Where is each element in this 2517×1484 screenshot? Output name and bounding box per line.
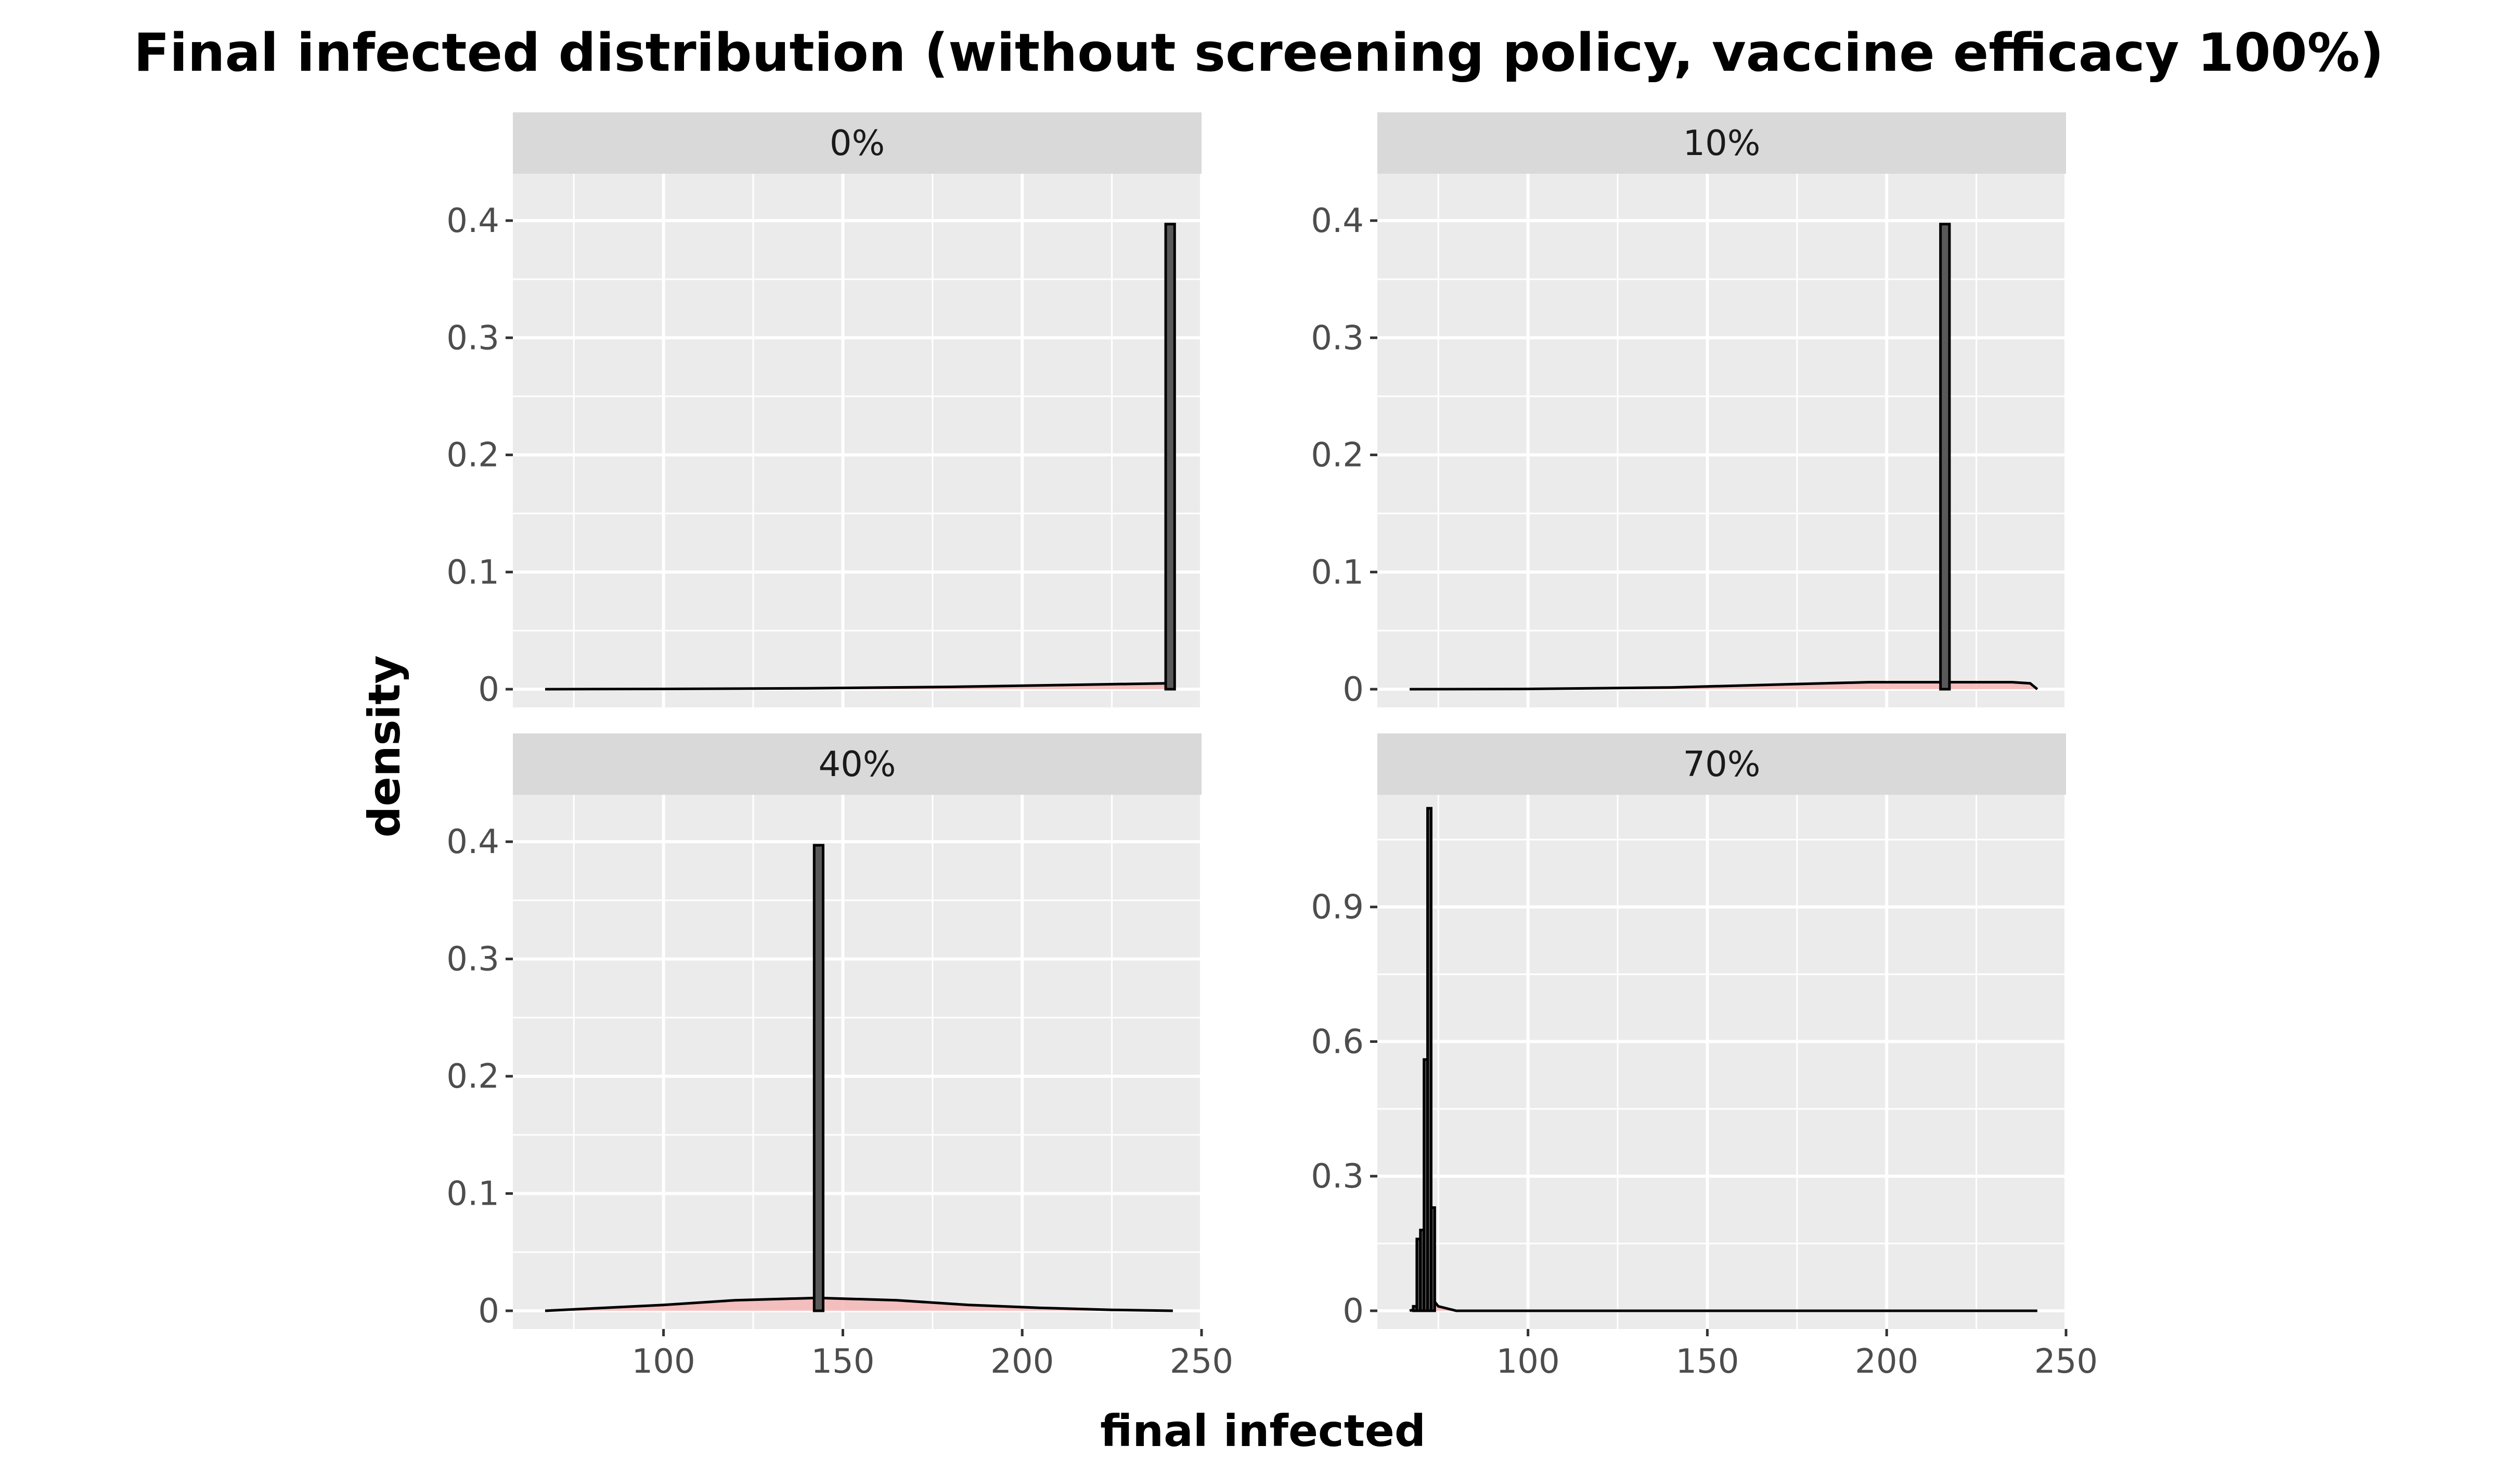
chart-title: Final infected distribution (without scr… bbox=[134, 22, 2384, 83]
y-tick-label: 0 bbox=[478, 1292, 499, 1331]
facet-strip bbox=[513, 733, 1202, 795]
histogram-bar bbox=[1429, 1206, 1436, 1312]
x-tick-label: 200 bbox=[1855, 1343, 1918, 1381]
y-tick-label: 0.1 bbox=[446, 1175, 499, 1214]
density-area bbox=[545, 683, 1173, 689]
y-tick-label: 0 bbox=[1343, 670, 1364, 709]
x-axis-title: final infected bbox=[1100, 1405, 1426, 1456]
y-tick-label: 0 bbox=[1343, 1292, 1364, 1331]
y-tick-label: 0.3 bbox=[446, 319, 499, 357]
y-tick-label: 0.3 bbox=[1311, 319, 1364, 357]
panel-background bbox=[513, 174, 1202, 707]
y-tick-label: 0.4 bbox=[446, 823, 499, 861]
facet-panels: 0% 0 0.1 0.2 0.3 0.4 10% 0 0.1 0.2 0.3 0.4 40% 0 0.1 0.… bbox=[446, 112, 2098, 1381]
x-tick-label: 150 bbox=[1675, 1343, 1739, 1381]
y-tick-label: 0.1 bbox=[1311, 553, 1364, 592]
y-tick-label: 0.2 bbox=[446, 436, 499, 475]
panel-background bbox=[1377, 174, 2066, 707]
histogram-bar bbox=[1426, 807, 1432, 1312]
y-tick-label: 0 bbox=[478, 670, 499, 709]
facet-strip bbox=[1377, 733, 2066, 795]
facet-panel-3: 70% 0 0.3 0.6 0.9 100 150 200 250 bbox=[1311, 733, 2098, 1381]
facet-strip-label: 10% bbox=[1683, 123, 1761, 163]
facet-panel-0: 0% 0 0.1 0.2 0.3 0.4 bbox=[446, 112, 1203, 709]
facet-panel-2: 40% 0 0.1 0.2 0.3 0.4 100 150 200 250 bbox=[446, 733, 1233, 1381]
density-area bbox=[1410, 682, 2037, 689]
panel-background bbox=[513, 795, 1202, 1329]
facet-strip-label: 0% bbox=[830, 123, 885, 163]
histogram-bar bbox=[812, 844, 824, 1312]
x-tick-label: 100 bbox=[1496, 1343, 1560, 1381]
facet-panel-1: 10% 0 0.1 0.2 0.3 0.4 bbox=[1311, 112, 2068, 709]
facet-strip-label: 70% bbox=[1683, 744, 1761, 784]
histogram-bar bbox=[1164, 223, 1176, 691]
y-axis-title: density bbox=[359, 655, 410, 838]
panel-background bbox=[1377, 795, 2066, 1329]
density-curve bbox=[545, 1296, 1173, 1312]
y-tick-label: 0.3 bbox=[1311, 1157, 1364, 1196]
y-tick-label: 0.6 bbox=[1311, 1023, 1364, 1061]
facet-strip bbox=[513, 112, 1202, 174]
x-tick-label: 200 bbox=[990, 1343, 1054, 1381]
y-tick-label: 0.2 bbox=[446, 1057, 499, 1096]
density-curve bbox=[545, 682, 1173, 691]
facet-strip bbox=[1377, 112, 2066, 174]
histogram-bar bbox=[1939, 223, 1951, 691]
x-tick-label: 250 bbox=[2034, 1343, 2098, 1381]
y-tick-label: 0.4 bbox=[1311, 202, 1364, 240]
y-tick-label: 0.4 bbox=[446, 202, 499, 240]
x-tick-label: 150 bbox=[811, 1343, 874, 1381]
x-tick-label: 250 bbox=[1170, 1343, 1233, 1381]
y-tick-label: 0.3 bbox=[446, 940, 499, 979]
y-tick-label: 0.2 bbox=[1311, 436, 1364, 475]
density-curve bbox=[1410, 680, 2038, 691]
x-tick-label: 100 bbox=[632, 1343, 695, 1381]
y-tick-label: 0.1 bbox=[446, 553, 499, 592]
facet-strip-label: 40% bbox=[819, 744, 896, 784]
y-tick-label: 0.9 bbox=[1311, 888, 1364, 927]
